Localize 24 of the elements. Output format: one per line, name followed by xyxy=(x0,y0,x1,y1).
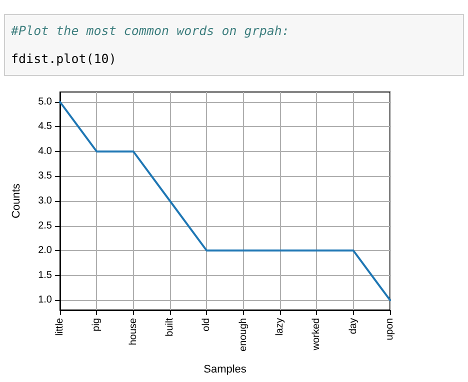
x-tick-label: built xyxy=(164,318,176,336)
x-tick-label: enough xyxy=(238,318,249,352)
x-tick-label: old xyxy=(201,318,212,332)
x-tick-label: day xyxy=(348,318,359,334)
x-tick-label: worked xyxy=(311,318,322,352)
text: fdist.plot(10) xyxy=(11,51,118,67)
x-tick-label: pig xyxy=(91,318,102,332)
y-tick-label: 2.0 xyxy=(38,245,52,256)
line-series xyxy=(59,100,391,302)
x-tick-label: upon xyxy=(384,318,396,340)
x-tick-label: little xyxy=(54,318,66,336)
y-tick-label: 3.0 xyxy=(38,196,52,206)
y-axis-title: Counts xyxy=(10,183,22,218)
text: #Plot the most common words on grpah: xyxy=(11,23,290,39)
y-tick-label: 5.0 xyxy=(38,96,52,108)
y-tick-label: 1.5 xyxy=(38,270,52,281)
y-tick-label: 4.0 xyxy=(38,146,52,157)
y-tick-label: 4.5 xyxy=(38,121,52,132)
x-axis-title: Samples xyxy=(204,364,247,376)
x-tick-label: lazy xyxy=(274,318,286,336)
y-tick-label: 1.0 xyxy=(38,294,52,306)
y-tick-label: 3.5 xyxy=(38,170,52,182)
x-tick-label: house xyxy=(128,318,139,346)
y-tick-label: 2.5 xyxy=(38,220,52,232)
